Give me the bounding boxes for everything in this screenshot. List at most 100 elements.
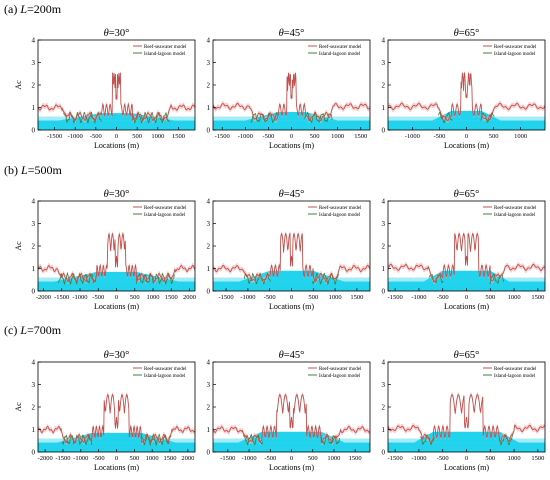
plot-area-r2c2 [388, 391, 545, 452]
series-reef-seawater-r0c2 [388, 72, 545, 122]
x-tick-label-r2c0: -1000 [73, 455, 88, 462]
series-reef-seawater-r1c0 [38, 231, 195, 283]
y-tick-label-r2c0: 3 [32, 381, 36, 389]
x-tick-label-r1c2: 1500 [531, 294, 544, 301]
y-tick-label-r2c2: 3 [382, 381, 386, 389]
plot-area-r0c2 [388, 69, 545, 130]
y-axis-label-r1c0: Ac [14, 241, 23, 251]
legend-label-r2c1: Reef-seawater model [319, 367, 362, 372]
legend-label-r2c2: Island-lagoon model [494, 374, 536, 379]
y-tick-label-r1c0: 3 [32, 220, 36, 228]
legend-label-r2c0: Island-lagoon model [144, 374, 186, 379]
panel-title-r0c0: θ=30° [104, 28, 130, 39]
x-tick-label-r2c1: 0 [290, 455, 293, 462]
x-tick-label-r2c1: -1500 [220, 455, 235, 462]
series-reef-seawater-r2c0 [38, 393, 195, 444]
y-tick-label-r0c0: 1 [32, 104, 36, 112]
panel-title-r1c0: θ=30° [104, 189, 130, 200]
row-label-a-value: =200m [27, 2, 62, 16]
x-tick-label-r0c1: -500 [262, 133, 274, 140]
y-tick-label-r1c1: 0 [207, 288, 211, 296]
series-reef-seawater-r1c2 [388, 232, 545, 283]
legend-r1c1: Reef-seawater model Island-lagoon model [308, 206, 362, 218]
y-tick-label-r1c1: 4 [207, 198, 211, 206]
seabed-r0c1 [213, 120, 370, 130]
x-tick-label-r0c2: 1000 [514, 133, 527, 140]
x-tick-label-r1c2: 500 [485, 294, 495, 301]
y-tick-label-r1c1: 3 [207, 220, 211, 228]
row-label-a-prefix: (a) [4, 2, 21, 16]
x-tick-label-r2c0: 1000 [146, 455, 159, 462]
y-axis-label-r2c0: Ac [14, 402, 23, 412]
series-reef-seawater-r2c2 [388, 393, 545, 444]
seabed-r1c0 [38, 281, 195, 291]
legend-label-r2c2: Reef-seawater model [494, 367, 537, 372]
seabed-r1c1 [213, 281, 370, 291]
x-tick-label-r1c1: -1000 [240, 294, 255, 301]
legend-r2c2: Reef-seawater model Island-lagoon model [483, 367, 537, 379]
seabed-r2c1 [213, 442, 370, 452]
x-tick-label-r1c0: -2000 [36, 294, 51, 301]
series-reef-seawater-r2c1 [213, 393, 370, 444]
x-tick-label-r2c2: 0 [465, 455, 468, 462]
panel-title-r2c0: θ=30° [104, 350, 130, 361]
x-tick-label-r1c1: 1000 [329, 294, 342, 301]
y-tick-label-r1c2: 0 [382, 288, 386, 296]
y-tick-label-r1c0: 0 [32, 288, 36, 296]
plot-area-r2c1 [213, 391, 370, 452]
y-tick-label-r1c0: 4 [32, 198, 36, 206]
x-tick-label-r2c2: -1000 [411, 455, 426, 462]
y-tick-label-r0c1: 2 [207, 82, 211, 90]
y-tick-label-r0c0: 2 [32, 82, 36, 90]
row-label-b-var: L [21, 163, 28, 177]
x-tick-label-r1c1: 0 [290, 294, 293, 301]
x-tick-label-r2c0: 2000 [181, 455, 194, 462]
legend-r0c0: Reef-seawater model Island-lagoon model [133, 45, 187, 57]
x-tick-label-r1c0: 1500 [165, 294, 178, 301]
legend-r1c2: Reef-seawater model Island-lagoon model [483, 206, 537, 218]
x-tick-label-r2c1: 1000 [327, 455, 340, 462]
x-tick-label-r1c0: -500 [92, 294, 104, 301]
panel-r0c1: 0 1 2 3 4 -1500 -1000 -500 0 500 1000 1500 θ=45° Loca… [207, 28, 371, 150]
legend-r1c0: Reef-seawater model Island-lagoon model [133, 206, 187, 218]
legend-label-r2c1: Island-lagoon model [319, 374, 361, 379]
x-axis-label-r1c1: Locations (m) [269, 302, 314, 311]
y-tick-label-r0c1: 0 [207, 127, 211, 135]
legend-label-r1c2: Island-lagoon model [494, 213, 536, 218]
x-tick-label-r0c0: 0 [115, 133, 118, 140]
panel-title-r1c1: θ=45° [279, 189, 305, 200]
x-tick-label-r2c1: 500 [308, 455, 318, 462]
x-tick-label-r0c1: 1500 [354, 133, 367, 140]
panel-title-r0c1: θ=45° [279, 28, 305, 39]
series-island-lagoon-r2c2 [419, 433, 514, 446]
x-tick-label-r1c2: -1500 [388, 294, 403, 301]
plot-area-r1c2 [388, 230, 545, 291]
legend-r0c1: Reef-seawater model Island-lagoon model [308, 45, 362, 57]
row-label-a: (a) L=200m [4, 2, 61, 17]
legend-label-r1c0: Island-lagoon model [144, 213, 186, 218]
x-axis-label-r1c2: Locations (m) [444, 302, 489, 311]
seabed-r0c0 [38, 120, 195, 130]
y-tick-label-r0c0: 3 [32, 59, 36, 67]
x-tick-label-r2c0: 0 [115, 455, 118, 462]
y-tick-label-r2c0: 2 [32, 404, 36, 412]
x-tick-label-r2c1: -500 [264, 455, 276, 462]
panel-title-r1c2: θ=65° [454, 189, 480, 200]
panel-r2c2: 0 1 2 3 4 -1500 -1000 -500 0 500 1000 1500 θ=65° Loca… [382, 350, 546, 472]
y-tick-label-r1c2: 3 [382, 220, 386, 228]
row-label-c-prefix: (c) [4, 323, 21, 337]
x-tick-label-r0c0: 1000 [151, 133, 164, 140]
legend-label-r0c1: Island-lagoon model [319, 52, 361, 57]
x-tick-label-r1c0: -1000 [72, 294, 87, 301]
x-tick-label-r1c0: 0 [115, 294, 118, 301]
panel-r1c1: 0 1 2 3 4 -1500 -1000 -500 0 500 1000 1500 θ=45° Loca… [207, 189, 371, 311]
x-axis-label-r2c0: Locations (m) [94, 463, 139, 472]
x-tick-label-r1c2: -500 [437, 294, 449, 301]
y-tick-label-r0c1: 1 [207, 104, 211, 112]
y-tick-label-r2c1: 0 [207, 449, 211, 457]
panel-r0c2: 0 1 2 3 4 -1000 -500 0 500 1000 θ=65° Locations (m)… [382, 28, 546, 150]
legend-label-r1c1: Island-lagoon model [319, 213, 361, 218]
legend-label-r1c0: Reef-seawater model [144, 206, 187, 211]
y-tick-label-r1c1: 2 [207, 243, 211, 251]
